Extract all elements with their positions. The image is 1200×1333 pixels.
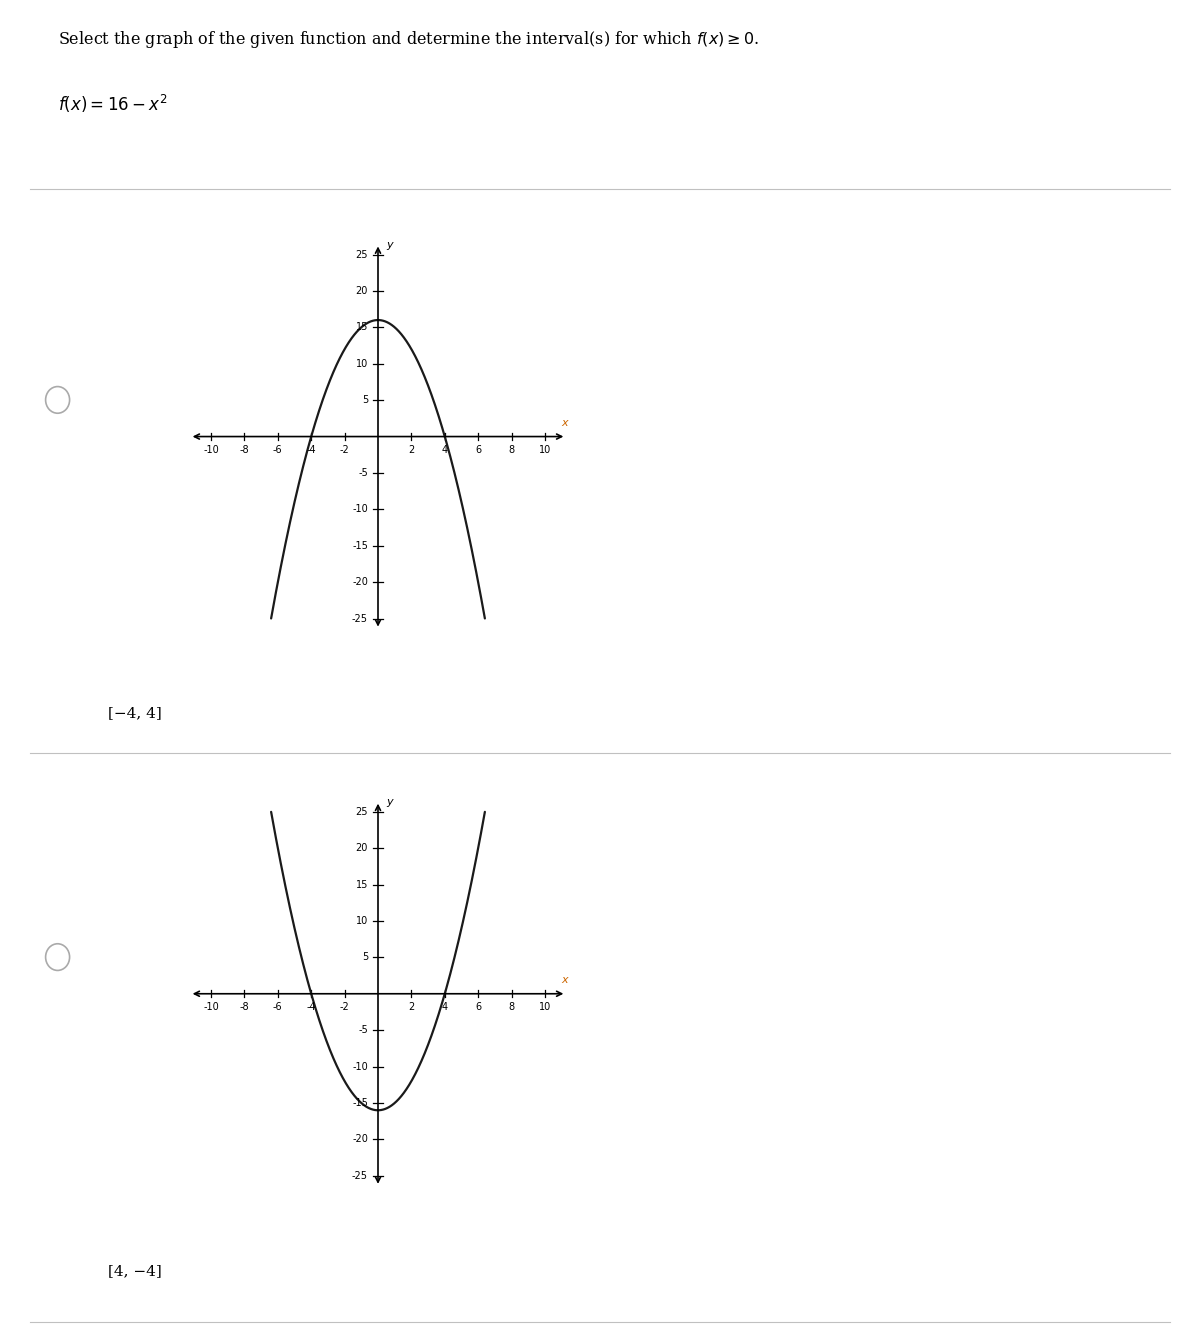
Text: -15: -15 [352, 1098, 368, 1108]
Text: 4: 4 [442, 445, 448, 456]
Text: -15: -15 [352, 541, 368, 551]
Text: y: y [386, 240, 392, 251]
Text: -2: -2 [340, 445, 349, 456]
Text: -4: -4 [306, 445, 316, 456]
Text: -5: -5 [359, 468, 368, 479]
Text: -6: -6 [274, 445, 283, 456]
Text: -6: -6 [274, 1002, 283, 1013]
Text: x: x [562, 417, 569, 428]
Text: 2: 2 [408, 445, 414, 456]
Text: 10: 10 [355, 916, 368, 926]
Text: 5: 5 [361, 952, 368, 962]
Text: 4: 4 [442, 1002, 448, 1013]
Text: [−4, 4]: [−4, 4] [108, 706, 162, 721]
Text: -10: -10 [353, 504, 368, 515]
Text: 6: 6 [475, 1002, 481, 1013]
Text: 20: 20 [355, 842, 368, 853]
Text: -20: -20 [352, 1134, 368, 1145]
Text: 25: 25 [355, 249, 368, 260]
Text: 10: 10 [539, 445, 551, 456]
Text: -10: -10 [203, 445, 218, 456]
Text: -4: -4 [306, 1002, 316, 1013]
Text: y: y [386, 797, 392, 808]
Text: 15: 15 [355, 880, 368, 889]
Text: 25: 25 [355, 806, 368, 817]
Text: [4, −4]: [4, −4] [108, 1264, 162, 1278]
Text: 6: 6 [475, 445, 481, 456]
Text: -25: -25 [352, 613, 368, 624]
Text: 8: 8 [509, 1002, 515, 1013]
Text: -10: -10 [203, 1002, 218, 1013]
Text: -2: -2 [340, 1002, 349, 1013]
Text: Select the graph of the given function and determine the interval(s) for which $: Select the graph of the given function a… [58, 29, 758, 51]
Text: 20: 20 [355, 285, 368, 296]
Text: -8: -8 [240, 1002, 250, 1013]
Text: 15: 15 [355, 323, 368, 332]
Text: 8: 8 [509, 445, 515, 456]
Text: 2: 2 [408, 1002, 414, 1013]
Text: 5: 5 [361, 395, 368, 405]
Text: 10: 10 [539, 1002, 551, 1013]
Text: -5: -5 [359, 1025, 368, 1036]
Text: -8: -8 [240, 445, 250, 456]
Text: 10: 10 [355, 359, 368, 369]
Text: x: x [562, 974, 569, 985]
Text: -10: -10 [353, 1061, 368, 1072]
Text: -25: -25 [352, 1170, 368, 1181]
Text: $f(x) = 16 - x^2$: $f(x) = 16 - x^2$ [58, 93, 167, 116]
Text: -20: -20 [352, 577, 368, 588]
